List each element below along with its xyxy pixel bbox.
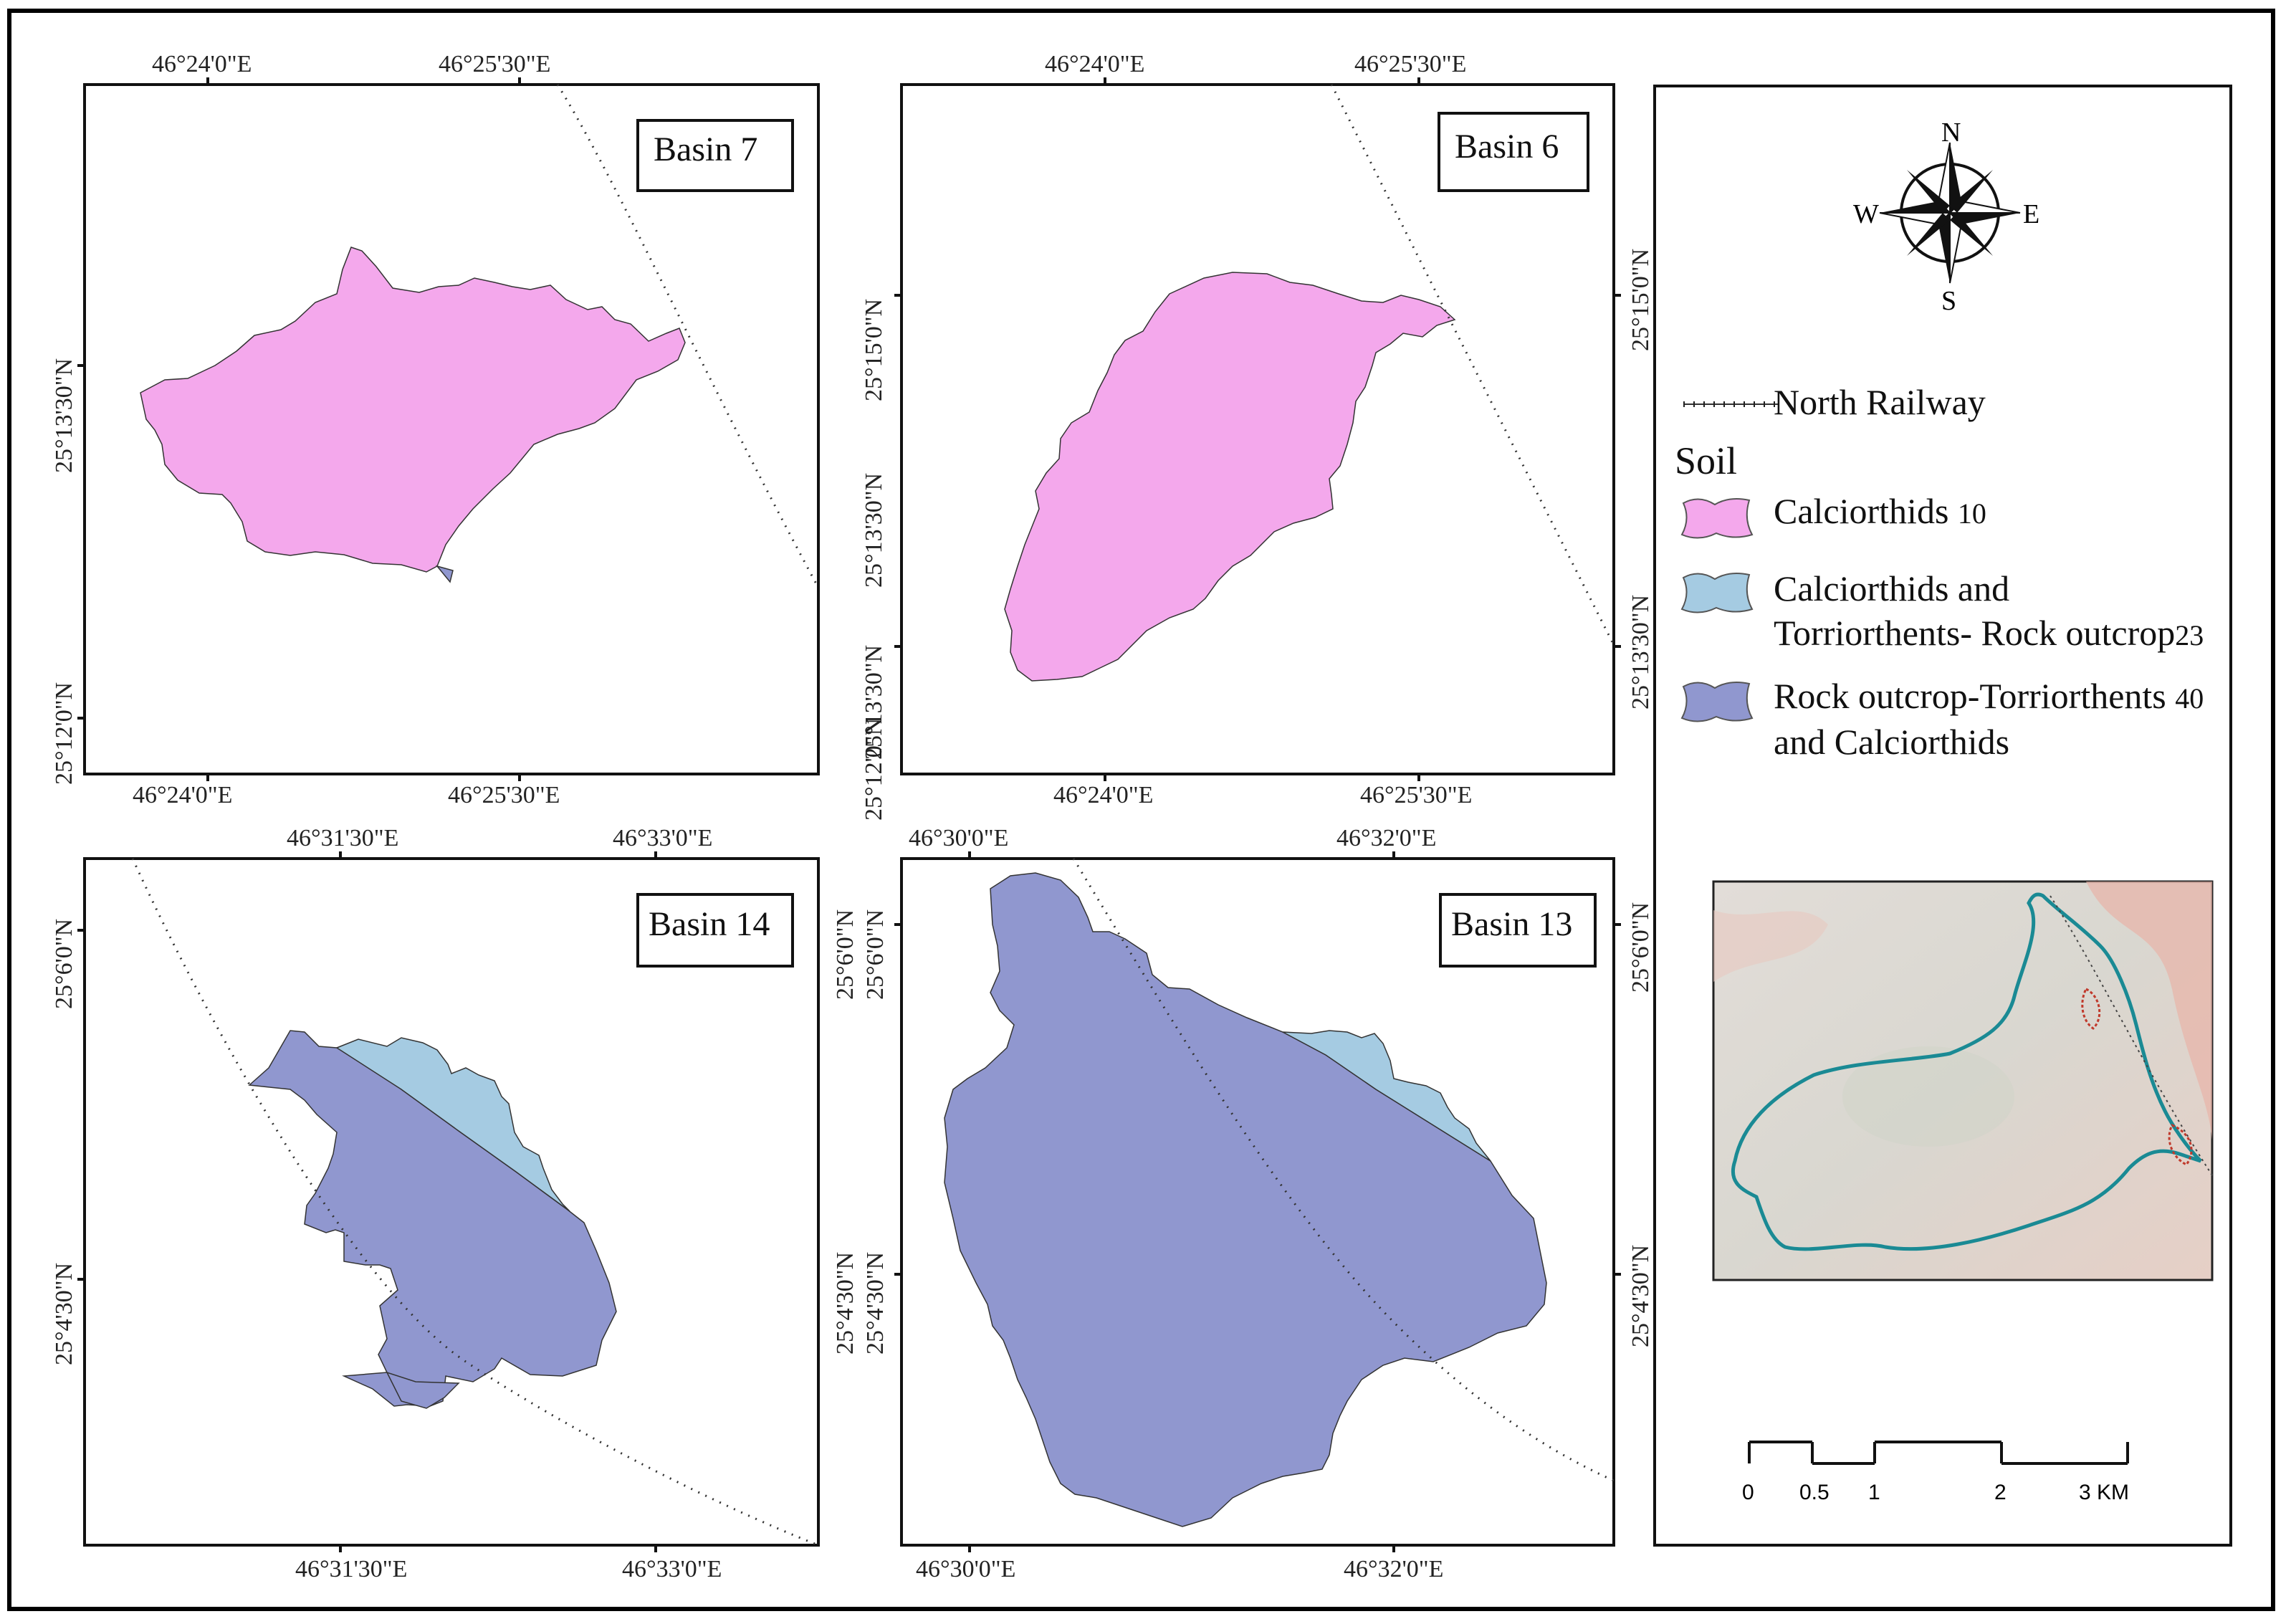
right-label: 25°13'30"N: [1627, 595, 1654, 710]
basin-label: Basin 6: [1455, 128, 1559, 166]
bottom-label: 46°30'0"E: [916, 1556, 1015, 1582]
soil-area-calciorthids: [1004, 272, 1456, 682]
soil-legend-title: Soil: [1675, 439, 1738, 482]
bottom-label: 46°25'30"E: [448, 782, 560, 808]
inset-locator-map: [1712, 880, 2214, 1281]
soil-area-calciorthids-torriorthents: [335, 1037, 570, 1212]
top-label: 46°30'0"E: [909, 825, 1008, 851]
soil-legend-label-line2: Torriorthents- Rock outcrop23: [1774, 613, 2204, 653]
right-label: 25°4'30"N: [1627, 1245, 1654, 1347]
soil-legend-label-line2: and Calciorthids: [1774, 722, 2010, 762]
bottom-label: 46°32'0"E: [1344, 1556, 1443, 1582]
soil-legend-label: Calciorthids 10: [1774, 491, 1986, 531]
left-label: 25°13'30"N: [861, 645, 887, 760]
scale-label: 3 KM: [2079, 1481, 2129, 1504]
basin-label-box: Basin 14: [636, 893, 794, 968]
soil-swatch-calciorthids-torriorthents: [1680, 573, 1754, 613]
bottom-label: 46°24'0"E: [133, 782, 232, 808]
scale-label: 2: [1994, 1481, 2007, 1504]
left-label: 25°15'0"N: [861, 299, 887, 401]
left-label: 25°6'0"N: [51, 919, 77, 1009]
scale-label: 0: [1742, 1481, 1754, 1504]
railway-legend-symbol: [1683, 401, 1779, 407]
soil-code: 40: [2175, 682, 2204, 715]
left-label: 25°4'30"N: [832, 1252, 858, 1355]
left-label: 25°6'0"N: [832, 909, 858, 1000]
railway-legend-label: North Railway: [1774, 382, 1986, 422]
basin-label-box: Basin 13: [1439, 893, 1597, 968]
compass-rose: N S E W: [1853, 118, 2039, 316]
basin-label: Basin 7: [654, 130, 757, 168]
scale-label: 0.5: [1799, 1481, 1830, 1504]
soil-area-rock-outcrop: [386, 1371, 460, 1409]
bottom-label: 46°25'30"E: [1360, 782, 1472, 808]
basin-label: Basin 13: [1451, 905, 1572, 943]
compass-south: S: [1941, 286, 1956, 316]
bottom-label: 46°24'0"E: [1053, 782, 1153, 808]
basin-label-box: Basin 7: [636, 119, 794, 192]
soil-area-calciorthids-torriorthents: [1282, 1030, 1491, 1162]
compass-west: W: [1853, 199, 1879, 229]
figure-border: [7, 9, 2275, 1611]
bottom-label: 46°31'30"E: [295, 1556, 407, 1582]
basin-label-box: Basin 6: [1438, 112, 1589, 192]
soil-legend-label: Calciorthids and: [1774, 568, 2010, 608]
left-label: 25°4'30"N: [862, 1252, 889, 1355]
soil-legend-label: Rock outcrop-Torriorthents 40: [1774, 676, 2204, 716]
scale-label: 1: [1868, 1481, 1880, 1504]
left-label: 25°12'0"N: [51, 682, 77, 785]
top-label: 46°25'30"E: [439, 51, 550, 77]
scale-bar: 0 0.5 1 2 3 KM: [1742, 1441, 2129, 1504]
soil-code: 10: [1957, 497, 1986, 530]
top-label: 46°24'0"E: [152, 51, 252, 77]
top-label: 46°25'30"E: [1354, 51, 1466, 77]
left-label: 25°13'30"N: [861, 473, 887, 588]
soil-area-rock-outcrop: [435, 565, 454, 583]
north-railway: [1330, 84, 1615, 646]
left-label: 25°12'0"N: [861, 718, 887, 821]
left-label: 25°4'30"N: [51, 1263, 77, 1365]
compass-east: E: [2023, 199, 2039, 229]
legend-panel: N S E W North Railway Soil Calciorthids …: [1653, 85, 2232, 1547]
top-label: 46°24'0"E: [1045, 51, 1144, 77]
bottom-label: 46°33'0"E: [622, 1556, 722, 1582]
north-railway: [1072, 858, 1615, 1482]
left-label: 25°6'0"N: [862, 909, 889, 1000]
top-label: 46°33'0"E: [613, 825, 712, 851]
soil-area-calciorthids: [140, 247, 686, 573]
compass-north: N: [1941, 118, 1961, 148]
top-label: 46°32'0"E: [1336, 825, 1436, 851]
right-label: 25°6'0"N: [1627, 902, 1654, 993]
basin-label: Basin 14: [649, 905, 770, 943]
left-label: 25°13'30"N: [51, 358, 77, 473]
study-area-boundary: [1731, 892, 2202, 1251]
soil-area-rock-outcrop: [944, 872, 1547, 1527]
soil-code: 23: [2175, 619, 2204, 651]
top-label: 46°31'30"E: [287, 825, 398, 851]
soil-swatch-rock-outcrop: [1680, 682, 1754, 722]
right-label: 25°15'0"N: [1627, 249, 1654, 351]
soil-swatch-calciorthids: [1680, 498, 1754, 539]
